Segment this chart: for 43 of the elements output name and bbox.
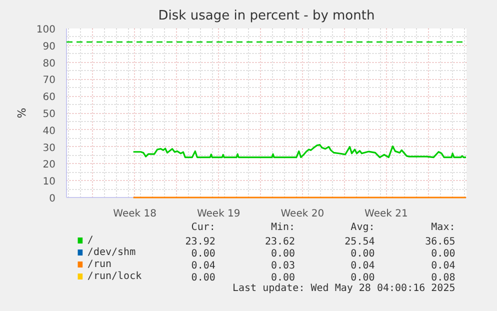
text: 36.65 <box>425 236 456 248</box>
text: 0.00 <box>191 248 216 260</box>
text: 23.62 <box>264 236 296 248</box>
text: Last update: Wed May 28 04:00:16 2025 <box>232 283 456 294</box>
text: Cur: <box>191 222 216 233</box>
y-tick-label: 0 <box>49 194 56 204</box>
y-tick-label: 80 <box>42 58 56 70</box>
text: 0.00 <box>350 248 375 260</box>
y-tick-label: 70 <box>42 75 56 86</box>
text: 0.04 <box>350 260 375 272</box>
y-tick-label: 20 <box>42 160 56 171</box>
text: 0.00 <box>431 248 456 260</box>
text: 0.00 <box>191 272 216 284</box>
text: 23.92 <box>185 236 216 248</box>
y-tick-label: 60 <box>42 92 56 104</box>
text: 0.04 <box>191 260 216 272</box>
y-tick-label: 100 <box>36 24 56 36</box>
text: 0.04 <box>431 260 456 272</box>
text: 25.54 <box>344 236 375 248</box>
line-series <box>132 144 467 158</box>
legend-label: /dev/shm <box>87 247 136 258</box>
text: 0.00 <box>350 272 375 284</box>
y-tick-label: 90 <box>42 41 56 52</box>
text: 0.00 <box>270 248 296 260</box>
text: 0.00 <box>270 272 296 284</box>
text: 0.08 <box>431 272 456 284</box>
x-tick-label: Week 18 <box>113 208 156 220</box>
legend-label: /run <box>87 259 112 270</box>
y-tick-label: 30 <box>42 142 56 154</box>
x-tick-label: Week 20 <box>280 208 324 220</box>
x-tick-label: Week 19 <box>196 208 240 220</box>
y-axis-title: % <box>15 108 28 118</box>
legend-label: /run/lock <box>87 271 142 282</box>
y-tick-label: 40 <box>42 126 56 137</box>
y-tick-label: 50 <box>42 109 56 120</box>
text: Max: <box>431 222 456 233</box>
text: 0.03 <box>270 260 296 272</box>
y-tick-label: 10 <box>42 176 56 188</box>
legend-label: / <box>87 235 94 246</box>
text: Avg: <box>350 222 375 233</box>
text: Min: <box>270 222 296 233</box>
x-tick-label: Week 21 <box>364 208 408 220</box>
chart-title: Disk usage in percent - by month <box>158 8 375 24</box>
